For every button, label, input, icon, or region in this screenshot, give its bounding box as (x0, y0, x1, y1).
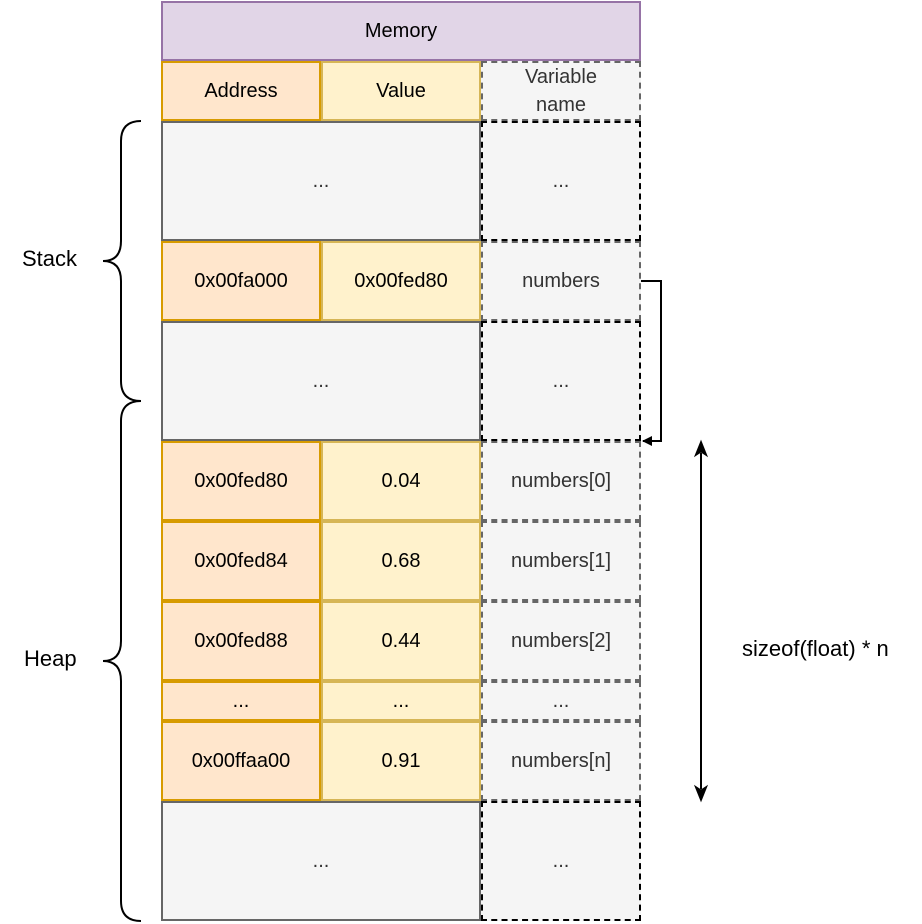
heap-address-1: 0x00fed84 (161, 521, 321, 601)
heap-value-2: 0.44 (321, 601, 481, 681)
heap-name-0: numbers[0] (481, 441, 641, 521)
heap-value-n: 0.91 (321, 721, 481, 801)
heap-name-n: numbers[n] (481, 721, 641, 801)
stack-gap-top-name: ... (481, 121, 641, 241)
stack-gap-bottom: ... (161, 321, 481, 441)
heap-address-ellipsis: ... (161, 681, 321, 721)
heap-gap-bottom: ... (161, 801, 481, 921)
heap-brace (102, 400, 142, 922)
header-value: Value (321, 61, 481, 121)
stack-gap-top: ... (161, 121, 481, 241)
header-address: Address (161, 61, 321, 121)
heap-label: Heap (24, 646, 77, 671)
heap-address-n: 0x00ffaa00 (161, 721, 321, 801)
pointer-arrow (641, 280, 662, 446)
stack-label: Stack (22, 246, 78, 271)
pointer-value: 0x00fed80 (321, 241, 481, 321)
heap-name-1: numbers[1] (481, 521, 641, 601)
header-variable-name: Variable name (481, 61, 641, 121)
pointer-name: numbers (481, 241, 641, 321)
heap-value-0: 0.04 (321, 441, 481, 521)
heap-value-ellipsis: ... (321, 681, 481, 721)
heap-address-0: 0x00fed80 (161, 441, 321, 521)
heap-gap-bottom-name: ... (481, 801, 641, 921)
stack-gap-bottom-name: ... (481, 321, 641, 441)
pointer-address: 0x00fa000 (161, 241, 321, 321)
size-label: sizeof(float) * n (742, 636, 889, 661)
size-arrow-top-head (693, 439, 709, 458)
heap-value-1: 0.68 (321, 521, 481, 601)
heap-address-2: 0x00fed88 (161, 601, 321, 681)
heap-name-ellipsis: ... (481, 681, 641, 721)
size-arrow-bottom-head (693, 784, 709, 803)
heap-name-2: numbers[2] (481, 601, 641, 681)
stack-brace (102, 120, 142, 402)
memory-title: Memory (161, 1, 641, 61)
